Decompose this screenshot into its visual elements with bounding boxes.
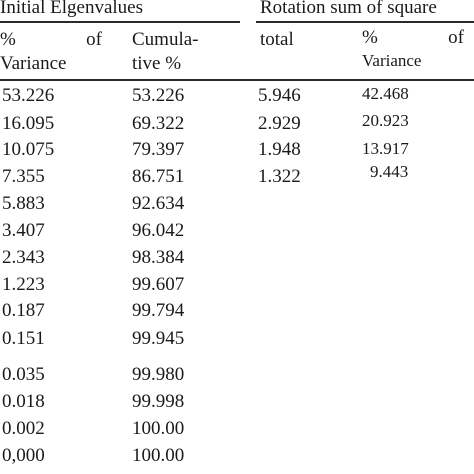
cumulative-cell: 99.607: [132, 274, 185, 295]
rotation-total-cell: 5.946: [258, 85, 301, 106]
pct-variance-cell: 5.883: [2, 193, 45, 214]
header-total: total: [260, 29, 294, 50]
pct-variance-cell: 10.075: [2, 139, 55, 160]
header-rule-top-right: [256, 21, 474, 23]
cumulative-cell: 99.945: [132, 328, 185, 349]
pct-variance-cell: 2.343: [2, 247, 45, 268]
pct-variance-cell: 53.226: [2, 85, 55, 106]
header-rule-top: [0, 21, 240, 23]
header-variance-word-initial: Variance: [0, 53, 67, 74]
cumulative-cell: 69.322: [132, 113, 185, 134]
header-rotation-sum-of-squares: Rotation sum of square: [260, 0, 437, 18]
cumulative-cell: 99.998: [132, 391, 185, 412]
header-variance-word-rotation: Variance: [362, 51, 422, 70]
rotation-pct-variance-cell: 9.443: [370, 162, 409, 181]
pct-variance-cell: 0,000: [2, 445, 45, 466]
cumulative-cell: 99.794: [132, 300, 185, 321]
cumulative-cell: 98.384: [132, 247, 185, 268]
rotation-total-cell: 2.929: [258, 113, 301, 134]
cumulative-cell: 79.397: [132, 139, 185, 160]
header-rule-bottom: [0, 79, 474, 81]
of-word: of: [448, 27, 464, 48]
cumulative-cell: 99.980: [132, 364, 185, 385]
rotation-total-cell: 1.948: [258, 139, 301, 160]
pct-variance-cell: 16.095: [2, 113, 55, 134]
rotation-pct-variance-cell: 42.468: [362, 84, 409, 103]
pct-variance-cell: 0.035: [2, 364, 45, 385]
pct-variance-cell: 3.407: [2, 220, 45, 241]
cumulative-cell: 86.751: [132, 166, 185, 187]
pct-variance-cell: 1.223: [2, 274, 45, 295]
pct-symbol: %: [0, 29, 16, 50]
cumulative-cell: 100.00: [132, 445, 185, 466]
pct-symbol: %: [362, 27, 378, 48]
header-pct-of-variance-rotation: % of: [362, 28, 464, 48]
rotation-pct-variance-cell: 20.923: [362, 111, 409, 130]
cumulative-cell: 100.00: [132, 418, 185, 439]
rotation-pct-variance-cell: 13.917: [362, 139, 409, 158]
header-cumulative-line2: tive %: [132, 53, 182, 74]
rotation-total-cell: 1.322: [258, 166, 301, 187]
pct-variance-cell: 7.355: [2, 166, 45, 187]
of-word: of: [86, 29, 102, 50]
pct-variance-cell: 0.151: [2, 328, 45, 349]
header-cumulative-line1: Cumula-: [132, 29, 199, 50]
cumulative-cell: 53.226: [132, 85, 185, 106]
header-initial-eigenvalues: Initial Elgenvalues: [0, 0, 143, 18]
header-pct-of-variance-initial: % of: [0, 30, 102, 50]
cumulative-cell: 92.634: [132, 193, 185, 214]
pct-variance-cell: 0.018: [2, 391, 45, 412]
cumulative-cell: 96.042: [132, 220, 185, 241]
pct-variance-cell: 0.187: [2, 300, 45, 321]
pct-variance-cell: 0.002: [2, 418, 45, 439]
